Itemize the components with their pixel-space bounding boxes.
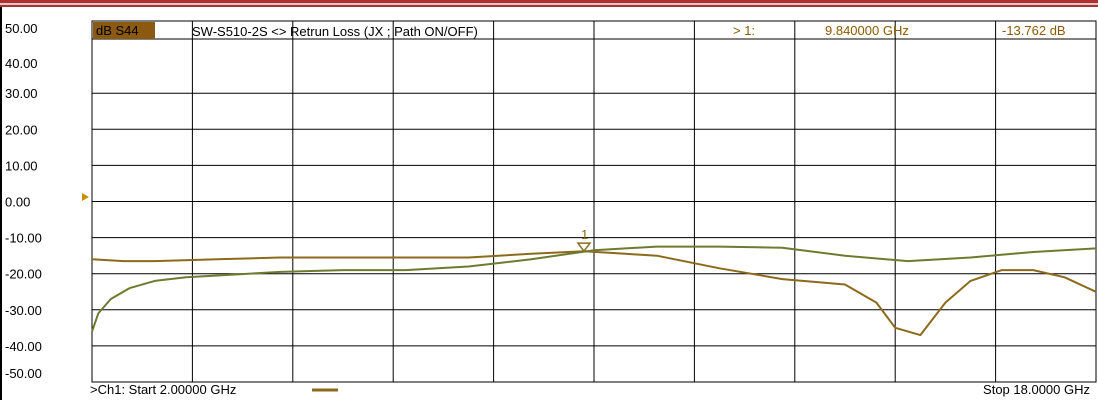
grid [91,20,1097,383]
marker-frequency: 9.840000 GHz [825,23,909,38]
reference-level-arrow-icon[interactable] [82,193,89,201]
y-tick-label: -10.00 [5,231,42,246]
start-frequency: >Ch1: Start 2.00000 GHz [90,382,236,397]
marker-label: > 1: [733,23,755,38]
window-left-border [0,7,2,400]
window-top-border-low [0,5,1098,7]
trace-label-highlight [93,22,155,39]
marker-triangle-icon[interactable] [576,242,592,253]
window-top-border-mid [0,3,1098,5]
y-tick-label: 30.00 [5,86,38,101]
marker-number: 1 [581,227,588,242]
trace-label[interactable]: dB S44 [96,23,139,38]
y-tick-label: -50.00 [5,366,42,381]
markers: 1 [576,227,592,253]
y-tick-label: 0.00 [5,195,30,210]
y-tick-label: 50.00 [5,21,38,36]
y-tick-label: 20.00 [5,122,38,137]
y-tick-labels: 50.00 40.00 30.00 20.00 10.00 0.00 -10.00 -20.0… [5,21,42,381]
y-tick-label: -40.00 [5,339,42,354]
window-top-border [0,0,1098,3]
marker-value: -13.762 dB [1002,23,1066,38]
trace-line-2 [91,245,1097,332]
y-tick-label: 10.00 [5,158,38,173]
plot-title: SW-S510-2S <> Retrun Loss (JX ; Path ON/… [192,24,478,39]
y-tick-label: -20.00 [5,267,42,282]
stop-frequency: Stop 18.0000 GHz [983,382,1090,397]
traces [91,245,1097,337]
y-tick-label: 40.00 [5,56,38,71]
y-tick-label: -30.00 [5,303,42,318]
trace-line-1 [91,250,1097,337]
